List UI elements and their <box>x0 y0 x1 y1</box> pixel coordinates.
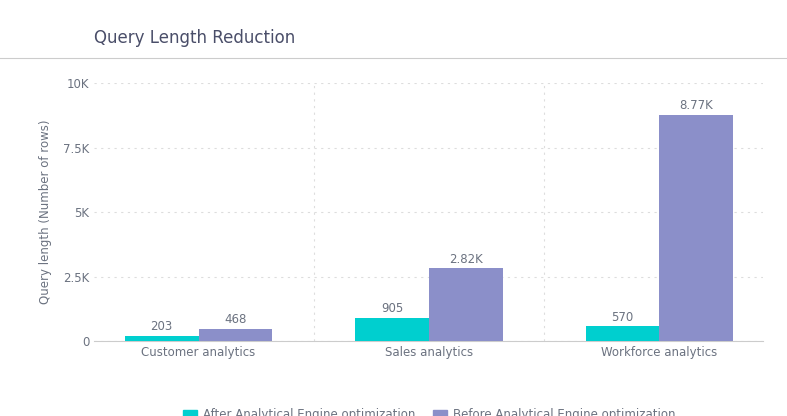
Bar <box>355 318 429 341</box>
Bar <box>429 268 503 341</box>
Text: 468: 468 <box>224 314 246 327</box>
Bar <box>660 115 733 341</box>
Text: 8.77K: 8.77K <box>679 99 713 112</box>
Text: 570: 570 <box>611 311 634 324</box>
Bar <box>198 329 272 341</box>
Text: Query Length Reduction: Query Length Reduction <box>94 29 296 47</box>
Legend: After Analytical Engine optimization, Before Analytical Engine optimization: After Analytical Engine optimization, Be… <box>178 404 680 416</box>
Bar <box>125 336 198 341</box>
Text: 2.82K: 2.82K <box>449 253 482 266</box>
Text: 203: 203 <box>150 320 173 333</box>
Y-axis label: Query length (Number of rows): Query length (Number of rows) <box>39 120 52 305</box>
Bar <box>586 327 660 341</box>
Text: 905: 905 <box>381 302 403 315</box>
